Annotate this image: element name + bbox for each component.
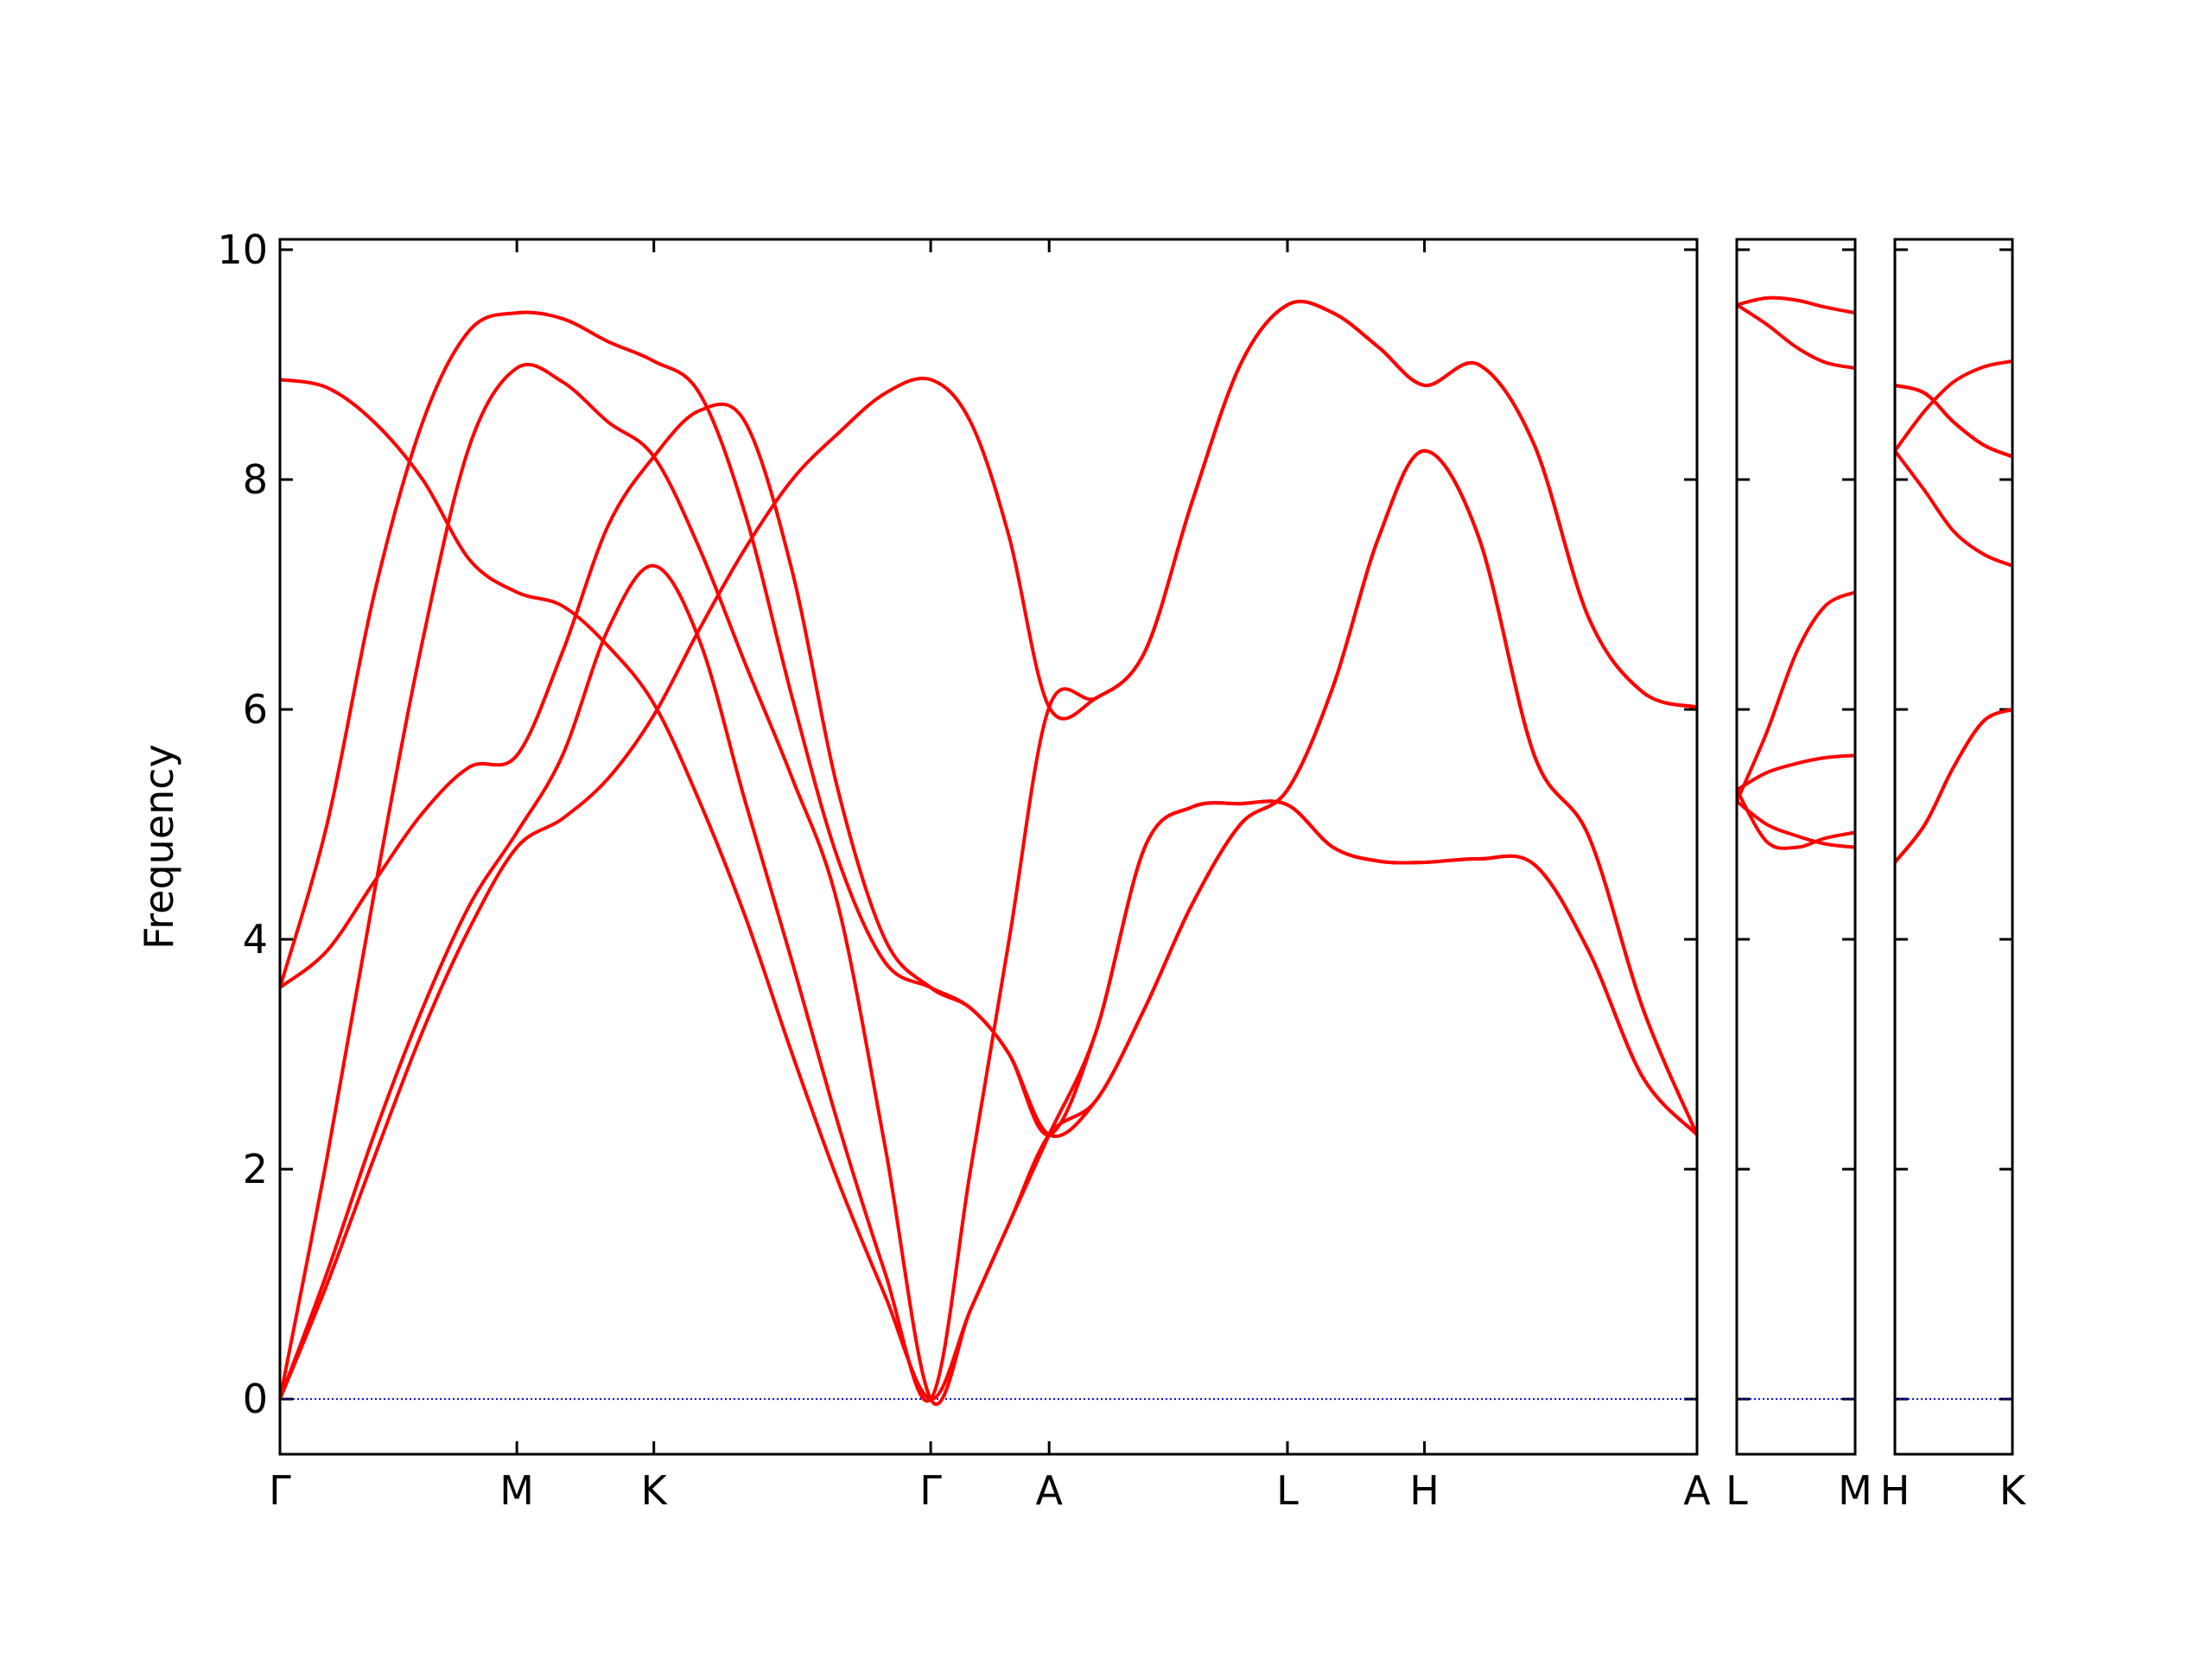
plot-frame xyxy=(1735,238,1857,1456)
x-tick-label: H xyxy=(1409,1467,1440,1514)
y-tick-label: 6 xyxy=(243,686,268,733)
x-tick-label: K xyxy=(641,1467,669,1514)
band-line xyxy=(1893,708,2013,864)
band-line xyxy=(278,299,1698,1403)
x-tick-label: M xyxy=(499,1467,534,1514)
band-line xyxy=(1894,383,2013,459)
band-line xyxy=(1893,449,2013,568)
plot-frame xyxy=(278,238,1699,1456)
band-line xyxy=(1735,799,1856,849)
band-line xyxy=(1735,789,1856,850)
x-tick-label: H xyxy=(1880,1467,1910,1514)
band-line xyxy=(278,310,1699,1138)
x-tick-label: A xyxy=(1683,1467,1711,1514)
y-axis-label: Frequency xyxy=(136,744,182,950)
band-line xyxy=(1735,303,1856,370)
x-tick-label: L xyxy=(1276,1467,1299,1514)
x-tick-label: L xyxy=(1726,1467,1748,1514)
y-tick-label: 8 xyxy=(243,456,268,503)
band-line xyxy=(1736,296,1856,315)
y-tick-label: 0 xyxy=(243,1376,268,1422)
x-tick-label: K xyxy=(1999,1467,2027,1514)
band-line xyxy=(1735,753,1856,791)
x-tick-label: Γ xyxy=(919,1467,942,1514)
band-line xyxy=(1735,590,1856,803)
band-line xyxy=(1893,359,2013,452)
x-tick-label: A xyxy=(1035,1467,1063,1514)
y-tick-label: 2 xyxy=(243,1146,268,1192)
y-tick-label: 4 xyxy=(243,916,268,963)
y-tick-label: 10 xyxy=(217,226,268,273)
plot-frame xyxy=(1893,238,2014,1456)
x-tick-label: M xyxy=(1838,1467,1872,1514)
x-tick-label: Γ xyxy=(269,1467,291,1514)
